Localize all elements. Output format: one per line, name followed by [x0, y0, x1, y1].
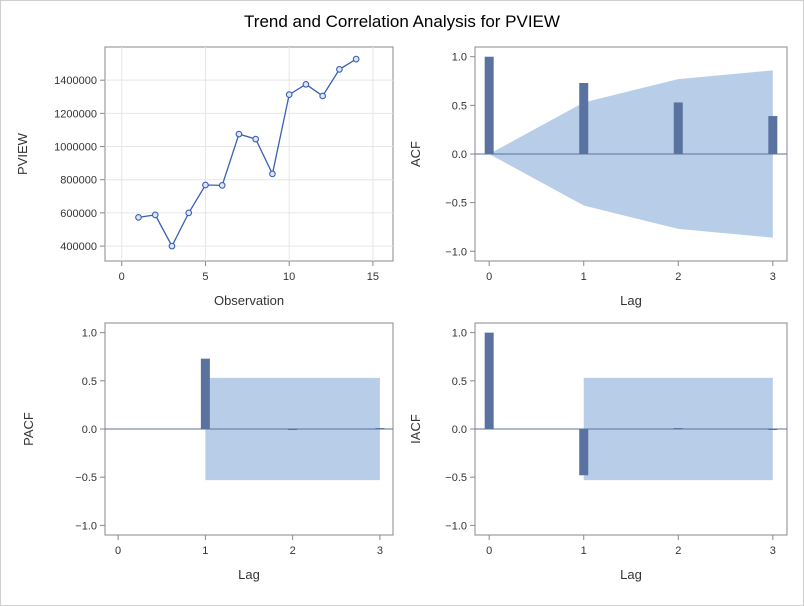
trend-point-7	[235, 130, 243, 138]
acf-bar-lag-1	[579, 82, 589, 154]
pacf-x-axis-label: Lag	[238, 567, 260, 582]
trend-x-tick-label: 15	[367, 271, 379, 283]
acf-x-tick-label: 3	[770, 271, 776, 283]
acf-x-tick-label: 1	[581, 271, 587, 283]
acf-x-tick-label: 2	[675, 271, 681, 283]
trend-point-8	[252, 135, 260, 143]
pacf-bar-lag-1	[200, 358, 210, 429]
iacf-x-tick-label: 1	[581, 545, 587, 557]
iacf-bar-lag-0	[484, 332, 494, 429]
page-title: Trend and Correlation Analysis for PVIEW	[244, 12, 560, 31]
trend-y-tick-label: 800000	[60, 175, 97, 187]
trend-x-axis-label: Observation	[214, 293, 284, 308]
iacf-x-axis-label: Lag	[620, 567, 642, 582]
iacf-x-tick-label: 2	[675, 545, 681, 557]
trend-point-5	[202, 181, 209, 189]
trend-point-2	[151, 211, 159, 219]
iacf-y-tick-label: 0.0	[452, 424, 467, 436]
pacf-y-tick-label: −1.0	[75, 520, 97, 532]
trend-point-11	[302, 80, 310, 88]
acf-y-tick-label: −1.0	[445, 246, 467, 258]
iacf-y-tick-label: 1.0	[452, 328, 467, 340]
trend-plot-area	[104, 46, 394, 262]
pacf-y-tick-label: 0.5	[82, 376, 97, 388]
pacf-y-tick-label: −0.5	[75, 472, 97, 484]
trend-x-tick-label: 5	[202, 271, 208, 283]
pacf-bar-lag-2	[288, 429, 298, 430]
pacf-bar-lag-3	[375, 428, 385, 430]
acf-bar-lag-3	[768, 116, 778, 154]
acf-y-tick-label: −0.5	[445, 198, 467, 210]
iacf-y-tick-label: −1.0	[445, 520, 467, 532]
iacf-y-tick-label: −0.5	[445, 472, 467, 484]
iacf-bar-lag-2	[673, 428, 683, 430]
trend-y-tick-label: 1200000	[54, 108, 97, 120]
trend-point-13	[336, 66, 343, 73]
trend-y-axis-label: PVIEW	[15, 132, 30, 175]
trend-point-14	[352, 55, 360, 63]
iacf-x-tick-label: 3	[770, 545, 776, 557]
trend-point-9	[269, 170, 276, 178]
iacf-bar-lag-1	[579, 429, 589, 476]
trend-y-tick-label: 1400000	[54, 75, 97, 87]
pacf-y-tick-label: 0.0	[82, 424, 97, 436]
iacf-bar-lag-3	[768, 429, 778, 430]
trend-point-12	[319, 92, 327, 100]
trend-series-line	[138, 58, 357, 248]
acf-y-tick-label: 0.5	[452, 100, 467, 112]
pacf-y-tick-label: 1.0	[82, 328, 97, 340]
trend-y-tick-label: 600000	[60, 208, 97, 220]
pacf-x-tick-label: 3	[377, 545, 383, 557]
trend-point-10	[285, 91, 293, 98]
acf-y-tick-label: 0.0	[452, 149, 467, 161]
iacf-y-tick-label: 0.5	[452, 376, 467, 388]
trend-y-tick-label: 400000	[60, 241, 97, 253]
trend-point-3	[168, 242, 176, 250]
trend-point-6	[218, 182, 226, 189]
trend-x-tick-label: 0	[119, 271, 125, 283]
acf-bar-lag-2	[673, 102, 683, 154]
iacf-x-tick-label: 0	[486, 545, 492, 557]
pacf-x-tick-label: 1	[202, 545, 208, 557]
trend-point-4	[185, 209, 193, 217]
trend-x-tick-label: 10	[283, 271, 295, 283]
pacf-x-tick-label: 2	[290, 545, 296, 557]
trend-y-tick-label: 1000000	[54, 142, 97, 154]
acf-bar-lag-0	[484, 56, 494, 154]
pacf-y-axis-label: PACF	[21, 412, 36, 446]
acf-y-axis-label: ACF	[408, 141, 423, 167]
iacf-y-axis-label: IACF	[408, 414, 423, 444]
trend-point-1	[135, 214, 142, 221]
acf-x-axis-label: Lag	[620, 293, 642, 308]
acf-y-tick-label: 1.0	[452, 52, 467, 64]
pacf-x-tick-label: 0	[115, 545, 121, 557]
acf-x-tick-label: 0	[486, 271, 492, 283]
